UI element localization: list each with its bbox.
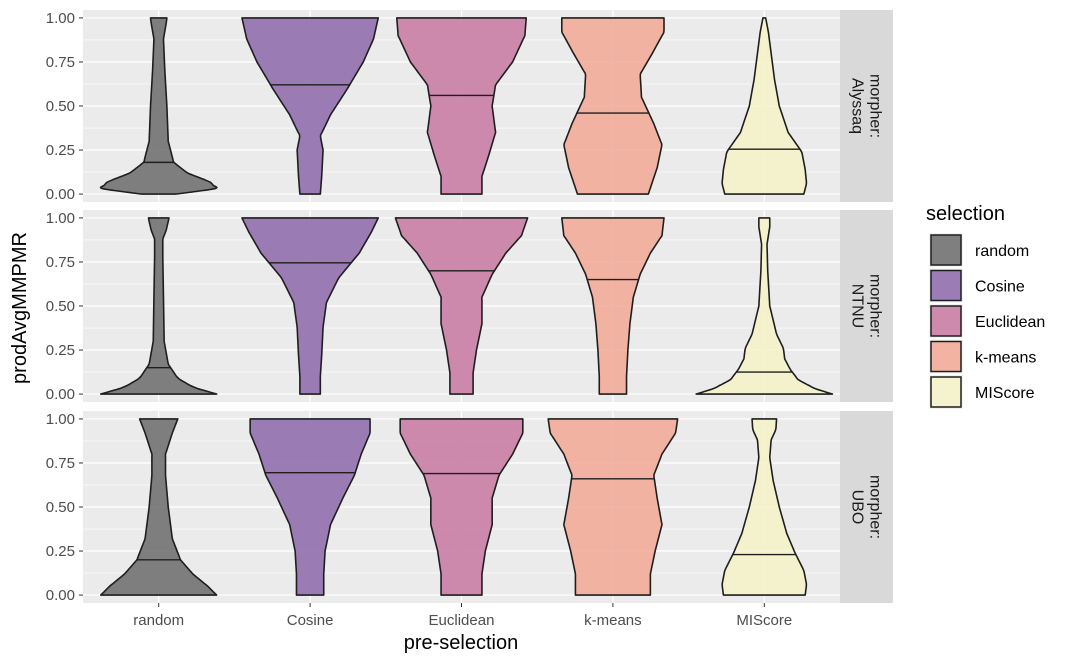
x-tick-label-miscore: MIScore bbox=[736, 612, 792, 629]
y-tick-label: 1.00 bbox=[46, 210, 75, 227]
legend-label-cosine: Cosine bbox=[975, 279, 1025, 296]
violin-random bbox=[99, 217, 218, 395]
facet-strip-label: morpher:Alyssaq bbox=[849, 74, 884, 138]
legend-swatch-k-means bbox=[930, 340, 962, 373]
violin-random bbox=[99, 17, 218, 195]
facet-strip-label: morpher:NTNU bbox=[849, 274, 884, 338]
legend-swatch-cosine bbox=[930, 269, 962, 302]
facet-strip-line1: morpher: bbox=[867, 74, 884, 138]
x-tick-label-random: random bbox=[133, 612, 184, 629]
y-tick-label: 0.50 bbox=[46, 298, 75, 315]
legend-swatch-euclidean bbox=[930, 305, 962, 337]
y-tick-label: 0.50 bbox=[46, 98, 75, 115]
legend-title: selection bbox=[926, 203, 1005, 225]
violin-euclidean bbox=[395, 17, 528, 195]
y-tick-label: 1.00 bbox=[46, 10, 75, 27]
x-tick-label-cosine: Cosine bbox=[287, 612, 334, 629]
legend: selection random Cosine Euclidean k-means MI… bbox=[926, 203, 1045, 409]
x-axis-title: pre-selection bbox=[404, 632, 519, 654]
y-tick-label: 0.25 bbox=[46, 543, 75, 560]
facet-strip-line1: morpher: bbox=[867, 475, 884, 539]
x-tick-label-k-means: k-means bbox=[584, 612, 642, 629]
facet-strip bbox=[840, 210, 893, 402]
facet-strip bbox=[840, 411, 893, 603]
legend-swatch-random bbox=[930, 234, 962, 266]
violin-random bbox=[99, 418, 218, 596]
violin-cosine bbox=[241, 17, 380, 195]
y-tick-label: 0.75 bbox=[46, 54, 75, 71]
y-tick-label: 0.00 bbox=[46, 587, 75, 604]
violin-cosine bbox=[241, 217, 380, 395]
facet-strip-line2: UBO bbox=[849, 490, 866, 525]
violin-miscore bbox=[695, 217, 834, 395]
violin-miscore bbox=[721, 17, 808, 195]
x-tick-label-euclidean: Euclidean bbox=[429, 612, 495, 629]
y-tick-label: 0.50 bbox=[46, 499, 75, 516]
facet-strip bbox=[840, 10, 893, 202]
legend-swatch-miscore bbox=[930, 376, 962, 408]
violin-k-means bbox=[561, 217, 665, 395]
facet-strip-line2: Alyssaq bbox=[849, 78, 866, 134]
violin-cosine bbox=[249, 418, 371, 596]
y-tick-label: 1.00 bbox=[46, 411, 75, 428]
facet-strip-label: morpher:UBO bbox=[849, 475, 884, 539]
panel-ntnu: 0.00 0.25 0.50 0.75 1.00 morpher:NTNU bbox=[46, 210, 893, 403]
y-tick-label: 0.25 bbox=[46, 342, 75, 359]
violin-k-means bbox=[560, 17, 665, 195]
violin-euclidean bbox=[394, 217, 529, 395]
legend-label-euclidean: Euclidean bbox=[975, 314, 1045, 331]
violin-miscore bbox=[721, 418, 808, 596]
y-tick-label: 0.75 bbox=[46, 254, 75, 271]
y-axis-title: prodAvgMMPMR bbox=[9, 232, 31, 384]
legend-label-miscore: MIScore bbox=[975, 385, 1035, 402]
legend-label-random: random bbox=[975, 243, 1029, 260]
panel-alyssaq: 0.00 0.25 0.50 0.75 1.00 morpher:Alyssaq bbox=[46, 10, 893, 203]
panel-ubo: 0.00 0.25 0.50 0.75 1.00 morpher:UBO random Cos… bbox=[46, 411, 893, 629]
facet-strip-line2: NTNU bbox=[849, 284, 866, 328]
legend-label-k-means: k-means bbox=[975, 350, 1036, 367]
y-tick-label: 0.25 bbox=[46, 142, 75, 159]
y-tick-label: 0.75 bbox=[46, 455, 75, 472]
violin-euclidean bbox=[399, 418, 524, 596]
y-tick-label: 0.00 bbox=[46, 186, 75, 203]
y-tick-label: 0.00 bbox=[46, 386, 75, 403]
panels-layer: 0.000.250.500.751.00morpher:Alyssaq0.000… bbox=[46, 10, 893, 629]
facet-strip-line1: morpher: bbox=[867, 274, 884, 338]
violin-k-means bbox=[547, 418, 679, 596]
